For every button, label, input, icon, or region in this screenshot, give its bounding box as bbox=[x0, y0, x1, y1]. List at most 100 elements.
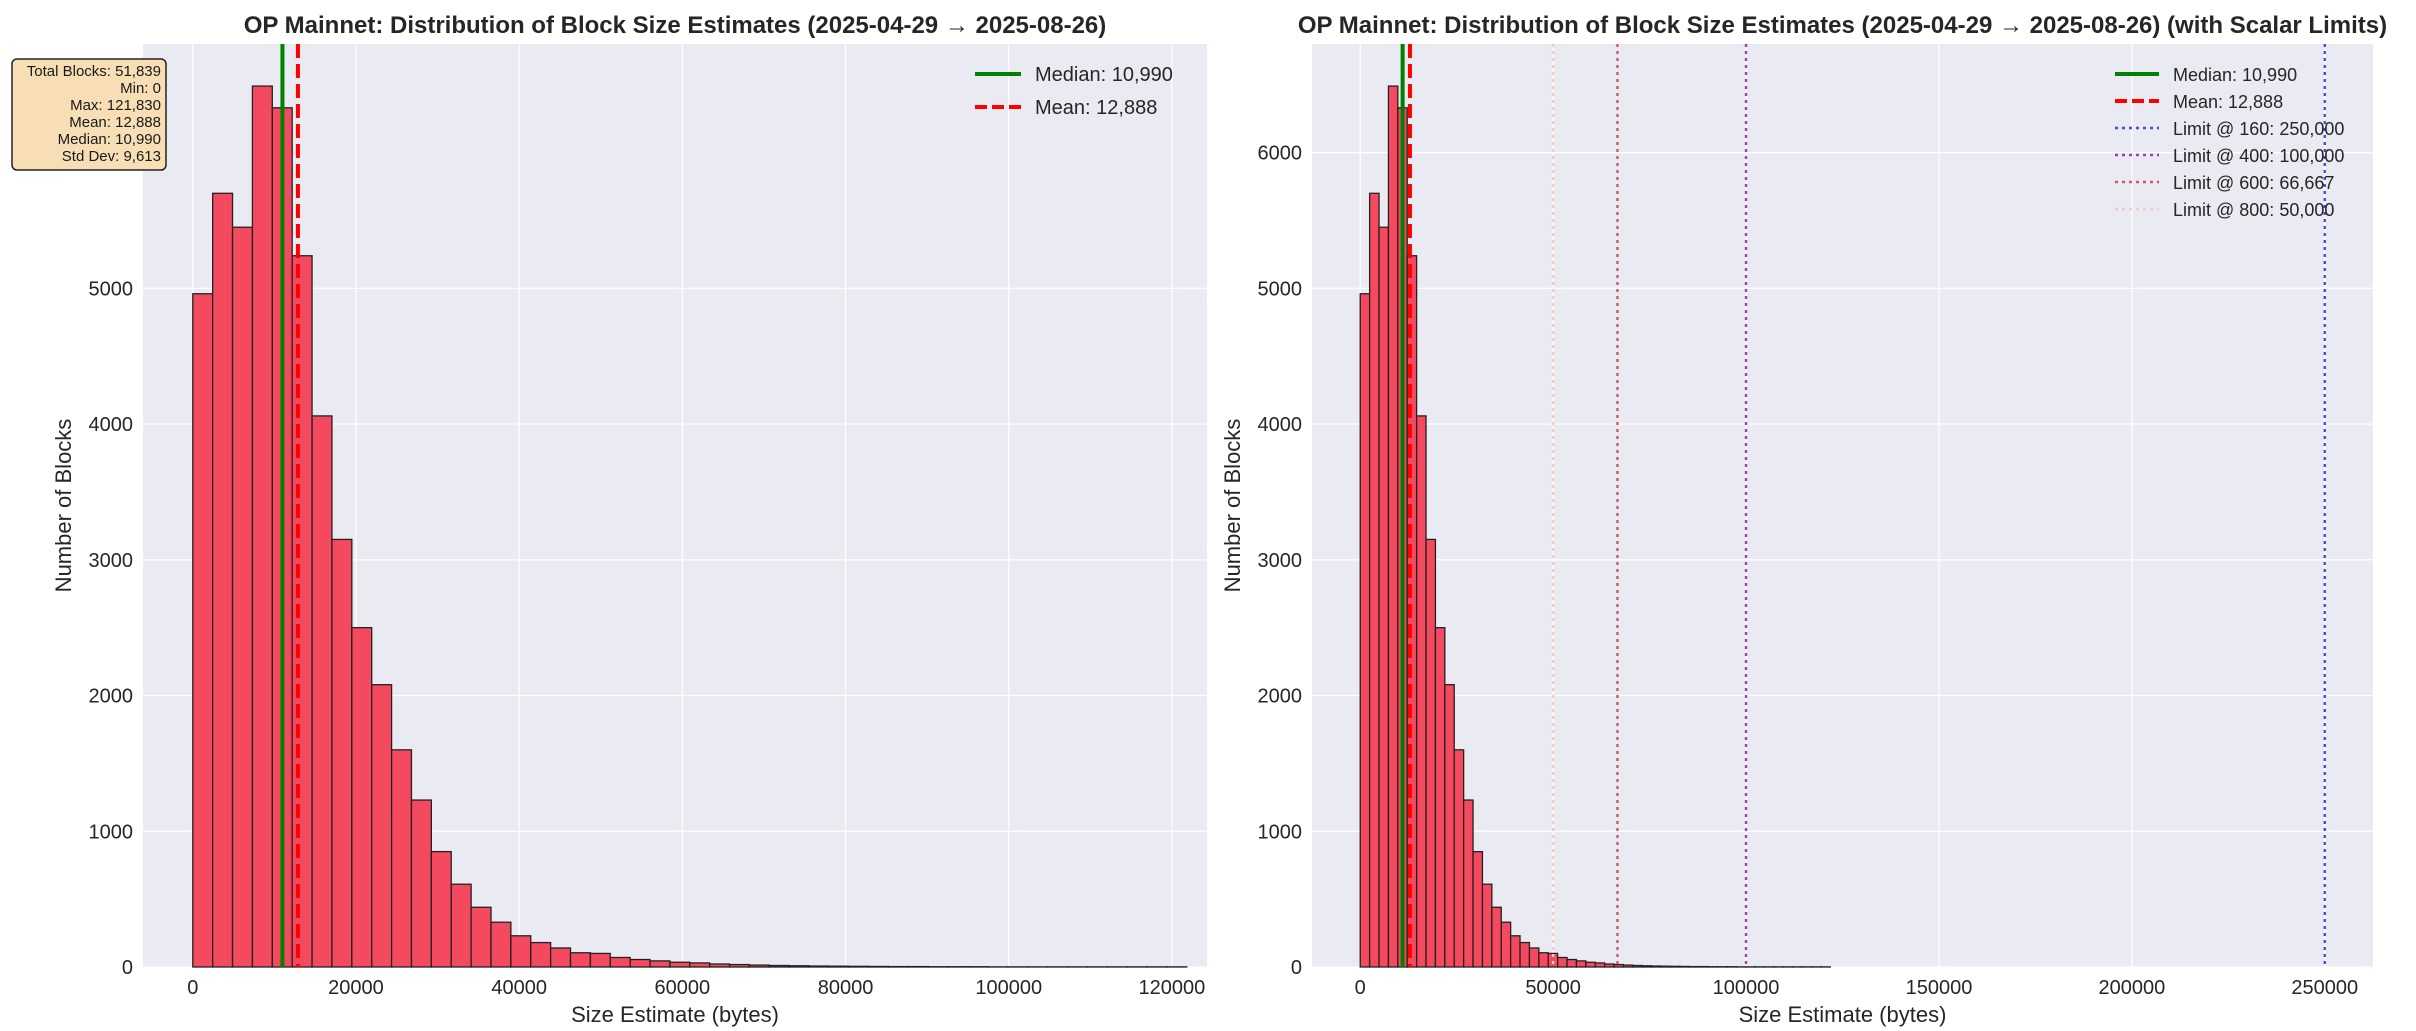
histogram-bar bbox=[1669, 965, 1681, 968]
y-axis-label: Number of Blocks bbox=[1220, 419, 1245, 593]
stats-line: Mean: 12,888 bbox=[69, 114, 161, 131]
x-tick-label: 200000 bbox=[2098, 977, 2165, 999]
y-tick-label: 2000 bbox=[1258, 686, 1303, 708]
histogram-bar bbox=[609, 956, 631, 968]
histogram-bar bbox=[1575, 960, 1587, 968]
histogram-bar bbox=[430, 850, 452, 968]
legend-label: Limit @ 800: 50,000 bbox=[2173, 200, 2334, 220]
histogram-bar bbox=[748, 964, 770, 968]
histogram-bar bbox=[470, 906, 492, 968]
histogram-bar bbox=[1594, 962, 1606, 968]
legend: Median: 10,990 Mean: 12,888 Limit @ 160: 2… bbox=[2115, 65, 2344, 220]
stats-line: Total Blocks: 51,839 bbox=[27, 63, 161, 80]
stats-line: Max: 121,830 bbox=[70, 97, 161, 114]
histogram-bar bbox=[410, 799, 433, 968]
y-tick-label: 4000 bbox=[1258, 414, 1303, 436]
legend-label: Median: 10,990 bbox=[2173, 65, 2297, 85]
histogram-bar bbox=[669, 961, 691, 968]
histogram-bar bbox=[1613, 963, 1625, 968]
histogram-bar bbox=[1425, 538, 1437, 968]
histogram-bar bbox=[649, 960, 671, 968]
histogram-bar bbox=[1622, 964, 1634, 968]
histogram-bar bbox=[1359, 293, 1371, 968]
histogram-bar bbox=[549, 947, 572, 968]
histogram-bar bbox=[1632, 964, 1643, 968]
stats-box-background bbox=[11, 58, 167, 171]
histogram-bar bbox=[1556, 956, 1568, 968]
histogram-bar bbox=[868, 965, 890, 968]
x-tick-label: 0 bbox=[1355, 977, 1366, 999]
x-tick-label: 60000 bbox=[655, 977, 711, 999]
histogram-bar bbox=[1660, 965, 1672, 968]
plot-background bbox=[1312, 44, 2373, 967]
histogram-bar bbox=[768, 964, 790, 968]
histogram-bar bbox=[1462, 799, 1474, 968]
histogram-bar bbox=[351, 627, 373, 968]
histogram-bar bbox=[1491, 906, 1502, 968]
stats-line: Min: 0 bbox=[120, 80, 161, 97]
x-tick-label: 150000 bbox=[1906, 977, 1973, 999]
x-tick-label: 120000 bbox=[1139, 977, 1206, 999]
chart-title: OP Mainnet: Distribution of Block Size E… bbox=[244, 12, 1107, 39]
legend-label: Limit @ 600: 66,667 bbox=[2173, 173, 2334, 193]
x-axis-label: Size Estimate (bytes) bbox=[1739, 1002, 1947, 1027]
histogram-bar bbox=[709, 963, 731, 968]
legend-label: Limit @ 400: 100,000 bbox=[2173, 146, 2344, 166]
x-axis-label: Size Estimate (bytes) bbox=[571, 1002, 779, 1027]
x-tick-label: 250000 bbox=[2291, 977, 2358, 999]
histogram-bar bbox=[1641, 965, 1653, 968]
histogram-bar bbox=[848, 965, 870, 968]
chart-panel-2: 0 50000 100000 150000 200000 250000 0 1000 2000 3… bbox=[1220, 12, 2387, 1027]
histogram-bar bbox=[1481, 883, 1493, 968]
histogram-bar bbox=[1603, 963, 1615, 968]
legend: Median: 10,990 Mean: 12,888 bbox=[975, 64, 1173, 119]
x-tick-label: 20000 bbox=[328, 977, 384, 999]
histogram-bar bbox=[569, 952, 592, 968]
histogram-bar bbox=[450, 883, 472, 968]
legend-label: Median: 10,990 bbox=[1035, 64, 1173, 86]
y-tick-label: 4000 bbox=[89, 414, 134, 436]
histogram-bar bbox=[1519, 941, 1531, 968]
histogram-bar bbox=[1651, 965, 1662, 968]
y-tick-label: 6000 bbox=[1258, 143, 1303, 165]
histogram-bar bbox=[490, 921, 512, 968]
histogram-bar bbox=[1538, 952, 1549, 968]
histogram-bar bbox=[788, 965, 810, 968]
histogram-bar bbox=[390, 749, 413, 968]
histogram-bar bbox=[728, 963, 751, 968]
histogram-bar bbox=[1387, 85, 1399, 968]
histogram-bar bbox=[808, 965, 830, 968]
histogram-bar bbox=[1453, 749, 1465, 968]
histogram-bar bbox=[1679, 965, 1690, 968]
x-tick-label: 80000 bbox=[818, 977, 874, 999]
x-tick-label: 50000 bbox=[1525, 977, 1581, 999]
histogram-bar bbox=[331, 538, 353, 968]
y-axis-label: Number of Blocks bbox=[51, 419, 76, 593]
histogram-bar bbox=[212, 192, 234, 968]
histogram-bar bbox=[1434, 627, 1446, 968]
x-tick-label: 100000 bbox=[975, 977, 1042, 999]
histogram-bar bbox=[1415, 415, 1427, 968]
y-tick-label: 2000 bbox=[89, 686, 134, 708]
histogram-bar bbox=[589, 952, 611, 968]
stats-line: Std Dev: 9,613 bbox=[62, 148, 161, 165]
x-tick-label: 40000 bbox=[491, 977, 547, 999]
histogram-bar bbox=[510, 935, 532, 968]
histogram-bar bbox=[1368, 192, 1380, 968]
histogram-bar bbox=[1472, 850, 1484, 968]
histogram-bar bbox=[629, 958, 651, 968]
histogram-bar bbox=[251, 85, 273, 968]
chart-panel-1: 0 20000 40000 60000 80000 100000 120000 0 1000 20… bbox=[11, 12, 1207, 1027]
y-tick-label: 5000 bbox=[1258, 278, 1303, 300]
y-tick-label: 3000 bbox=[1258, 550, 1303, 572]
chart-title: OP Mainnet: Distribution of Block Size E… bbox=[1298, 12, 2387, 39]
histogram-bar bbox=[1378, 226, 1390, 968]
histogram-bar bbox=[530, 941, 552, 968]
histogram-bar bbox=[1500, 921, 1512, 968]
y-tick-label: 0 bbox=[1291, 957, 1302, 979]
legend-label: Mean: 12,888 bbox=[1035, 97, 1157, 119]
legend-label: Limit @ 160: 250,000 bbox=[2173, 119, 2344, 139]
histogram-bar bbox=[311, 415, 333, 968]
